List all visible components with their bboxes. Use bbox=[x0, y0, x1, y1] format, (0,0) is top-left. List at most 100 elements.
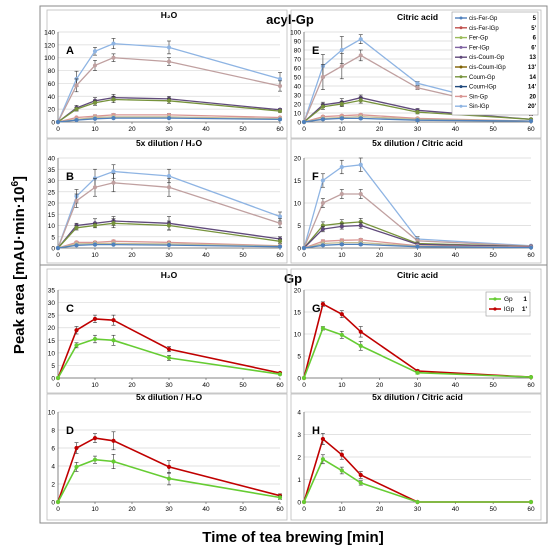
y-tick-label: 0 bbox=[51, 120, 55, 127]
panel-letter: C bbox=[66, 303, 74, 315]
x-tick-label: 10 bbox=[338, 506, 346, 513]
panel-letter: H bbox=[312, 425, 320, 437]
data-point bbox=[358, 343, 363, 348]
x-tick-label: 50 bbox=[239, 506, 247, 513]
data-point bbox=[74, 343, 79, 348]
legend-number: 5' bbox=[531, 26, 536, 32]
data-point bbox=[55, 375, 61, 381]
x-tick-label: 30 bbox=[165, 382, 173, 389]
series-line bbox=[303, 164, 532, 249]
y-tick-label: 20 bbox=[294, 102, 302, 109]
y-tick-label: 120 bbox=[44, 42, 55, 49]
legend-item: cis-Fer-lGp 5' bbox=[455, 26, 537, 32]
x-tick-label: 40 bbox=[202, 126, 210, 133]
y-tick-label: 4 bbox=[297, 410, 301, 417]
y-tick-label: 25 bbox=[48, 313, 56, 320]
y-tick-label: 80 bbox=[48, 68, 56, 75]
series-line bbox=[57, 117, 281, 123]
legend-item: Fer-Gp 6 bbox=[455, 36, 537, 42]
series-line bbox=[303, 97, 532, 123]
y-tick-label: 0 bbox=[51, 246, 55, 253]
data-point bbox=[111, 169, 116, 174]
y-tick-label: 0 bbox=[51, 376, 55, 383]
panel-title: H₂O bbox=[161, 270, 178, 280]
x-tick-label: 20 bbox=[128, 126, 136, 133]
series-line bbox=[303, 38, 532, 123]
data-point bbox=[74, 225, 79, 230]
legend-item: cis-Coum-lGp 13' bbox=[455, 65, 537, 71]
x-tick-label: 0 bbox=[302, 382, 306, 389]
panel-D: 0 2 4 6 8 10 0 10 20 30 40 50 60 5x dilution / H₂O D bbox=[48, 392, 284, 513]
data-point bbox=[92, 185, 98, 190]
y-tick-label: 6 bbox=[51, 446, 55, 453]
x-axis-label: Time of tea brewing [min] bbox=[202, 529, 383, 546]
series-Sin-lGp bbox=[301, 116, 534, 125]
data-point bbox=[339, 116, 344, 121]
data-point bbox=[358, 162, 363, 167]
data-point bbox=[92, 242, 98, 247]
x-tick-label: 30 bbox=[414, 126, 422, 133]
panel-title: 5x dilution / Citric acid bbox=[372, 138, 463, 148]
series-line bbox=[303, 243, 532, 249]
data-point bbox=[339, 64, 344, 69]
y-tick-label: 3 bbox=[297, 432, 301, 439]
y-tick-label: 0 bbox=[297, 500, 301, 507]
data-point bbox=[111, 242, 116, 247]
data-point bbox=[166, 59, 172, 64]
y-tick-label: 50 bbox=[294, 75, 302, 82]
series-line bbox=[303, 302, 532, 379]
y-tick-label: 70 bbox=[294, 57, 302, 64]
legend-label: Fer-lGp bbox=[469, 45, 490, 51]
data-point bbox=[320, 117, 326, 122]
x-tick-label: 10 bbox=[91, 126, 99, 133]
data-point bbox=[358, 53, 363, 58]
data-point bbox=[339, 332, 344, 337]
y-tick-label: 40 bbox=[48, 94, 56, 101]
y-tick-label: 5 bbox=[297, 223, 301, 230]
data-point bbox=[528, 375, 534, 380]
x-tick-label: 10 bbox=[91, 382, 99, 389]
data-point bbox=[166, 346, 172, 352]
data-point bbox=[320, 200, 326, 206]
legend-number: 20' bbox=[528, 104, 537, 110]
legend-item: lGp 1' bbox=[489, 306, 527, 313]
x-tick-label: 50 bbox=[490, 252, 498, 259]
y-tick-label: 20 bbox=[48, 201, 56, 208]
series-cis-Fer-lGp bbox=[55, 173, 283, 251]
panel-title: Citric acid bbox=[397, 270, 438, 280]
data-point bbox=[277, 214, 283, 219]
data-point bbox=[339, 164, 344, 170]
data-point bbox=[339, 101, 344, 107]
legend-label: cis-Fer-Gp bbox=[469, 16, 498, 22]
panel-letter: G bbox=[312, 303, 321, 315]
x-tick-label: 30 bbox=[165, 126, 173, 133]
data-point bbox=[74, 328, 79, 333]
legend-marker bbox=[493, 307, 497, 311]
y-tick-label: 30 bbox=[294, 93, 302, 100]
legend-label: lGp bbox=[504, 306, 515, 313]
series-line bbox=[57, 170, 281, 249]
data-point bbox=[358, 37, 363, 42]
y-tick-label: 10 bbox=[294, 201, 302, 208]
x-tick-label: 50 bbox=[490, 382, 498, 389]
panel-border bbox=[46, 268, 288, 394]
data-point bbox=[277, 83, 283, 89]
data-point bbox=[92, 223, 98, 228]
x-tick-label: 60 bbox=[276, 506, 284, 513]
data-point bbox=[528, 119, 534, 124]
legend-marker bbox=[459, 55, 463, 59]
data-point bbox=[111, 459, 116, 464]
y-tick-label: 15 bbox=[48, 338, 56, 345]
series-line bbox=[57, 458, 281, 503]
panel-border bbox=[46, 393, 288, 521]
data-point bbox=[277, 221, 283, 226]
y-tick-label: 10 bbox=[294, 332, 302, 339]
data-point bbox=[92, 336, 98, 342]
legend-number: 5 bbox=[533, 16, 537, 22]
legend-item: cis-Coum-Gp 13 bbox=[455, 55, 537, 61]
data-point bbox=[74, 107, 79, 112]
series-line bbox=[57, 437, 281, 503]
legend-box bbox=[451, 11, 539, 116]
